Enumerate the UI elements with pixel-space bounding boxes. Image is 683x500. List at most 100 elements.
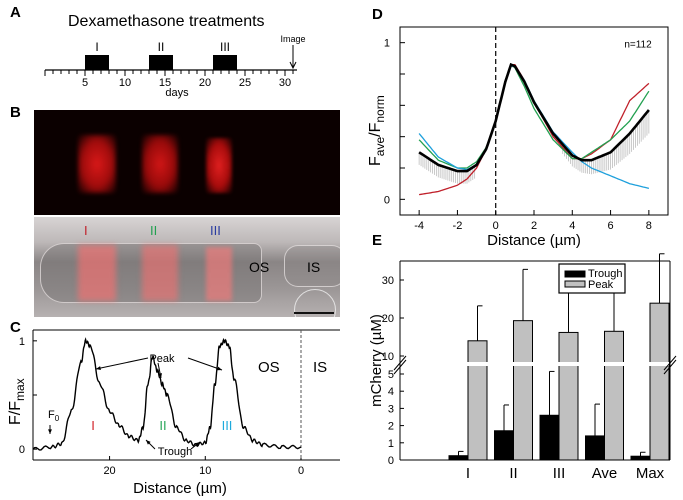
e-bar-trough-i <box>448 455 469 461</box>
e-axis-break-left <box>393 355 407 375</box>
overlay-band-1 <box>78 245 116 301</box>
scale-bar <box>294 312 334 314</box>
c-trough-label: Trough <box>158 446 192 458</box>
b-band-label-1: I <box>84 223 88 238</box>
e-bar-peak-ave <box>604 330 624 461</box>
panel-letter-c: C <box>10 319 21 336</box>
c-f0-label: F0 <box>48 409 60 423</box>
d-xlabel: Distance (µm) <box>487 232 581 249</box>
timeline-axis-label: days <box>165 87 189 99</box>
brightfield-overlay-image <box>34 217 340 317</box>
e-legend-swatch-peak <box>564 280 586 288</box>
panel-a-title: Dexamethasone treatments <box>68 13 265 30</box>
e-category-label: Ave <box>592 465 618 482</box>
e-axis-break-strip <box>401 362 669 366</box>
overlay-band-3 <box>206 247 232 301</box>
c-peak-arrow-3 <box>187 357 223 371</box>
c-os-label: OS <box>258 359 280 376</box>
e-bar-trough-max <box>630 455 651 461</box>
e-ytick-label: 1 <box>388 438 394 450</box>
image-label: Image <box>280 34 305 44</box>
overlay-band-2 <box>142 245 178 301</box>
e-legend-box <box>558 263 626 294</box>
fluorescence-image <box>34 110 340 215</box>
c-xtick-label: 0 <box>298 465 304 477</box>
d-xtick-label: 4 <box>569 220 575 232</box>
e-bar-peak-iii <box>558 331 579 461</box>
c-band-label-3: III <box>222 418 233 433</box>
image-arrow-head <box>289 61 297 70</box>
c-xtick-label: 10 <box>199 465 211 477</box>
e-axis-break-right <box>663 355 677 375</box>
c-xtick-label: 20 <box>103 465 115 477</box>
e-bar-peak-max <box>649 302 670 461</box>
d-xtick-label: -4 <box>414 220 424 232</box>
timeline-tick-label: 30 <box>279 77 291 89</box>
d-ytick-label: 1 <box>384 38 390 50</box>
timeline-tick-label: 25 <box>239 77 251 89</box>
e-bar-peak-ii <box>513 320 533 461</box>
c-peak-label: Peak <box>149 353 175 365</box>
d-n-annotation: n=112 <box>624 39 652 50</box>
d-ytick-label: 0 <box>384 194 390 206</box>
e-bar-trough-ave <box>585 435 605 461</box>
c-band-label-1: I <box>91 418 95 433</box>
d-xtick-label: 8 <box>646 220 652 232</box>
e-ytick-label: 2 <box>388 421 394 433</box>
d-xtick-label: -2 <box>453 220 463 232</box>
c-is-label: IS <box>313 359 327 376</box>
e-ytick-label: 10 <box>382 351 394 363</box>
e-legend-label-peak: Peak <box>588 279 614 291</box>
e-ytick-label: 0 <box>388 455 394 467</box>
e-ytick-label: 4 <box>388 386 394 398</box>
panel-letter-b: B <box>10 104 21 121</box>
e-bar-trough-iii <box>539 414 560 461</box>
c-xlabel: Distance (µm) <box>133 480 227 497</box>
e-ytick-label: 3 <box>388 403 394 415</box>
c-trough-arrow-2-head <box>195 442 200 447</box>
treatment-block-3 <box>213 55 237 70</box>
timeline-tick-label: 10 <box>119 77 131 89</box>
panel-letter-d: D <box>372 6 383 23</box>
d-series-line-average <box>418 62 650 173</box>
fluorescence-band-3 <box>206 138 232 193</box>
d-xtick-label: 2 <box>531 220 537 232</box>
timeline-tick-label: 20 <box>199 77 211 89</box>
fluorescence-band-1 <box>78 135 116 193</box>
e-legend-swatch-trough <box>564 270 586 278</box>
treatment-block-2 <box>149 55 173 70</box>
c-peak-arrow-1 <box>95 357 149 370</box>
panel-letter-a: A <box>10 4 21 21</box>
b-band-label-3: III <box>210 223 221 238</box>
fluorescence-band-2 <box>142 135 178 193</box>
e-ytick-label: 30 <box>382 275 394 287</box>
b-band-label-2: II <box>150 223 158 238</box>
e-category-label: I <box>466 465 470 482</box>
e-ytick-label: 5 <box>388 369 394 381</box>
c-band-label-2: II <box>159 418 166 433</box>
treatment-label-1: I <box>95 40 98 54</box>
b-os-label: OS <box>249 259 270 275</box>
treatment-label-2: II <box>158 40 165 54</box>
c-ytick-label: 1 <box>19 336 25 348</box>
e-category-label: Max <box>636 465 665 482</box>
inner-segment-shape <box>284 245 340 287</box>
c-peak-arrow-3-head <box>217 366 222 371</box>
e-legend-label-trough: Trough <box>588 268 622 280</box>
e-ytick-label: 20 <box>382 313 394 325</box>
timeline-tick-label: 15 <box>159 77 171 89</box>
e-category-label: III <box>553 465 566 482</box>
c-f0-arrow-head <box>48 429 52 434</box>
d-xtick-label: 0 <box>493 220 499 232</box>
c-trough-arrow-1-head <box>146 440 151 445</box>
e-bar-trough-ii <box>494 430 514 461</box>
e-bar-peak-i <box>467 340 488 461</box>
e-ylabel: mCherry (µM) <box>368 314 385 407</box>
c-peak-arrow-1-head <box>96 366 101 370</box>
e-category-label: II <box>509 465 517 482</box>
treatment-label-3: III <box>220 40 230 54</box>
